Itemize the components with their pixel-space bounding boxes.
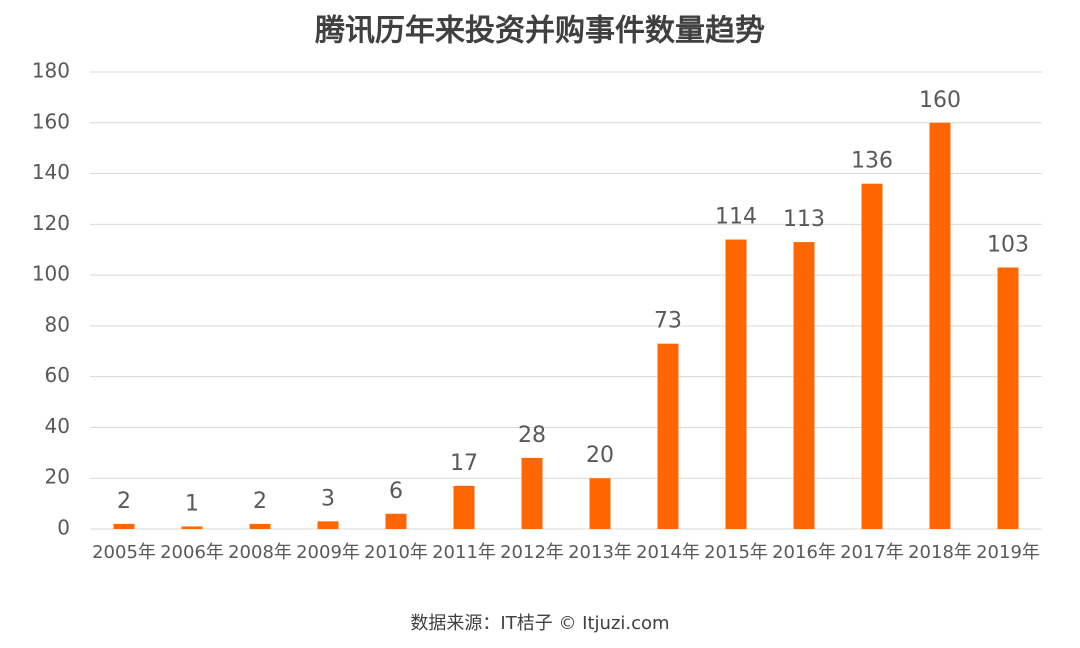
y-tick-label: 140 <box>32 160 70 184</box>
bar <box>249 523 271 529</box>
bar <box>929 122 951 530</box>
bar <box>521 457 543 529</box>
data-label: 28 <box>518 423 546 448</box>
source-note: 数据来源：IT桔子 © Itjuzi.com <box>410 613 669 634</box>
x-tick-label: 2009年 <box>296 542 360 563</box>
data-label: 6 <box>389 479 403 504</box>
data-label: 160 <box>919 88 961 113</box>
x-tick-label: 2017年 <box>840 542 904 563</box>
y-tick-label: 80 <box>45 312 70 336</box>
y-tick-label: 40 <box>45 414 70 438</box>
y-tick-label: 60 <box>45 363 70 387</box>
x-tick-label: 2013年 <box>568 542 632 563</box>
bar <box>793 242 815 529</box>
x-tick-label: 2006年 <box>160 542 224 563</box>
bar <box>385 513 407 529</box>
y-tick-label: 180 <box>32 59 70 83</box>
bar <box>997 267 1019 529</box>
bar <box>453 485 475 529</box>
data-label: 103 <box>987 232 1029 257</box>
bar <box>725 239 747 530</box>
bar <box>589 478 611 529</box>
bar <box>317 521 339 529</box>
data-label: 3 <box>321 486 335 511</box>
x-tick-label: 2018年 <box>908 542 972 563</box>
x-tick-label: 2016年 <box>772 542 836 563</box>
bar <box>113 523 135 529</box>
y-tick-label: 100 <box>32 262 70 286</box>
data-label: 2 <box>117 489 131 514</box>
bar <box>181 526 203 529</box>
x-tick-label: 2014年 <box>636 542 700 563</box>
x-tick-label: 2010年 <box>364 542 428 563</box>
y-tick-label: 0 <box>57 516 70 540</box>
x-tick-label: 2008年 <box>228 542 292 563</box>
y-tick-label: 20 <box>45 465 70 489</box>
data-label: 2 <box>253 489 267 514</box>
bar <box>657 343 679 529</box>
data-label: 20 <box>586 443 614 468</box>
data-label: 73 <box>654 309 682 334</box>
x-tick-label: 2011年 <box>432 542 496 563</box>
x-tick-label: 2015年 <box>704 542 768 563</box>
data-label: 113 <box>783 207 825 232</box>
data-label: 17 <box>450 451 478 476</box>
y-tick-label: 160 <box>32 109 70 133</box>
chart-title: 腾讯历年来投资并购事件数量趋势 <box>315 14 765 49</box>
data-label: 136 <box>851 149 893 174</box>
x-tick-label: 2005年 <box>92 542 156 563</box>
data-label: 1 <box>185 491 199 516</box>
x-tick-label: 2012年 <box>500 542 564 563</box>
y-tick-label: 120 <box>32 211 70 235</box>
bar <box>861 183 883 529</box>
x-tick-label: 2019年 <box>976 542 1040 563</box>
data-label: 114 <box>715 205 757 230</box>
